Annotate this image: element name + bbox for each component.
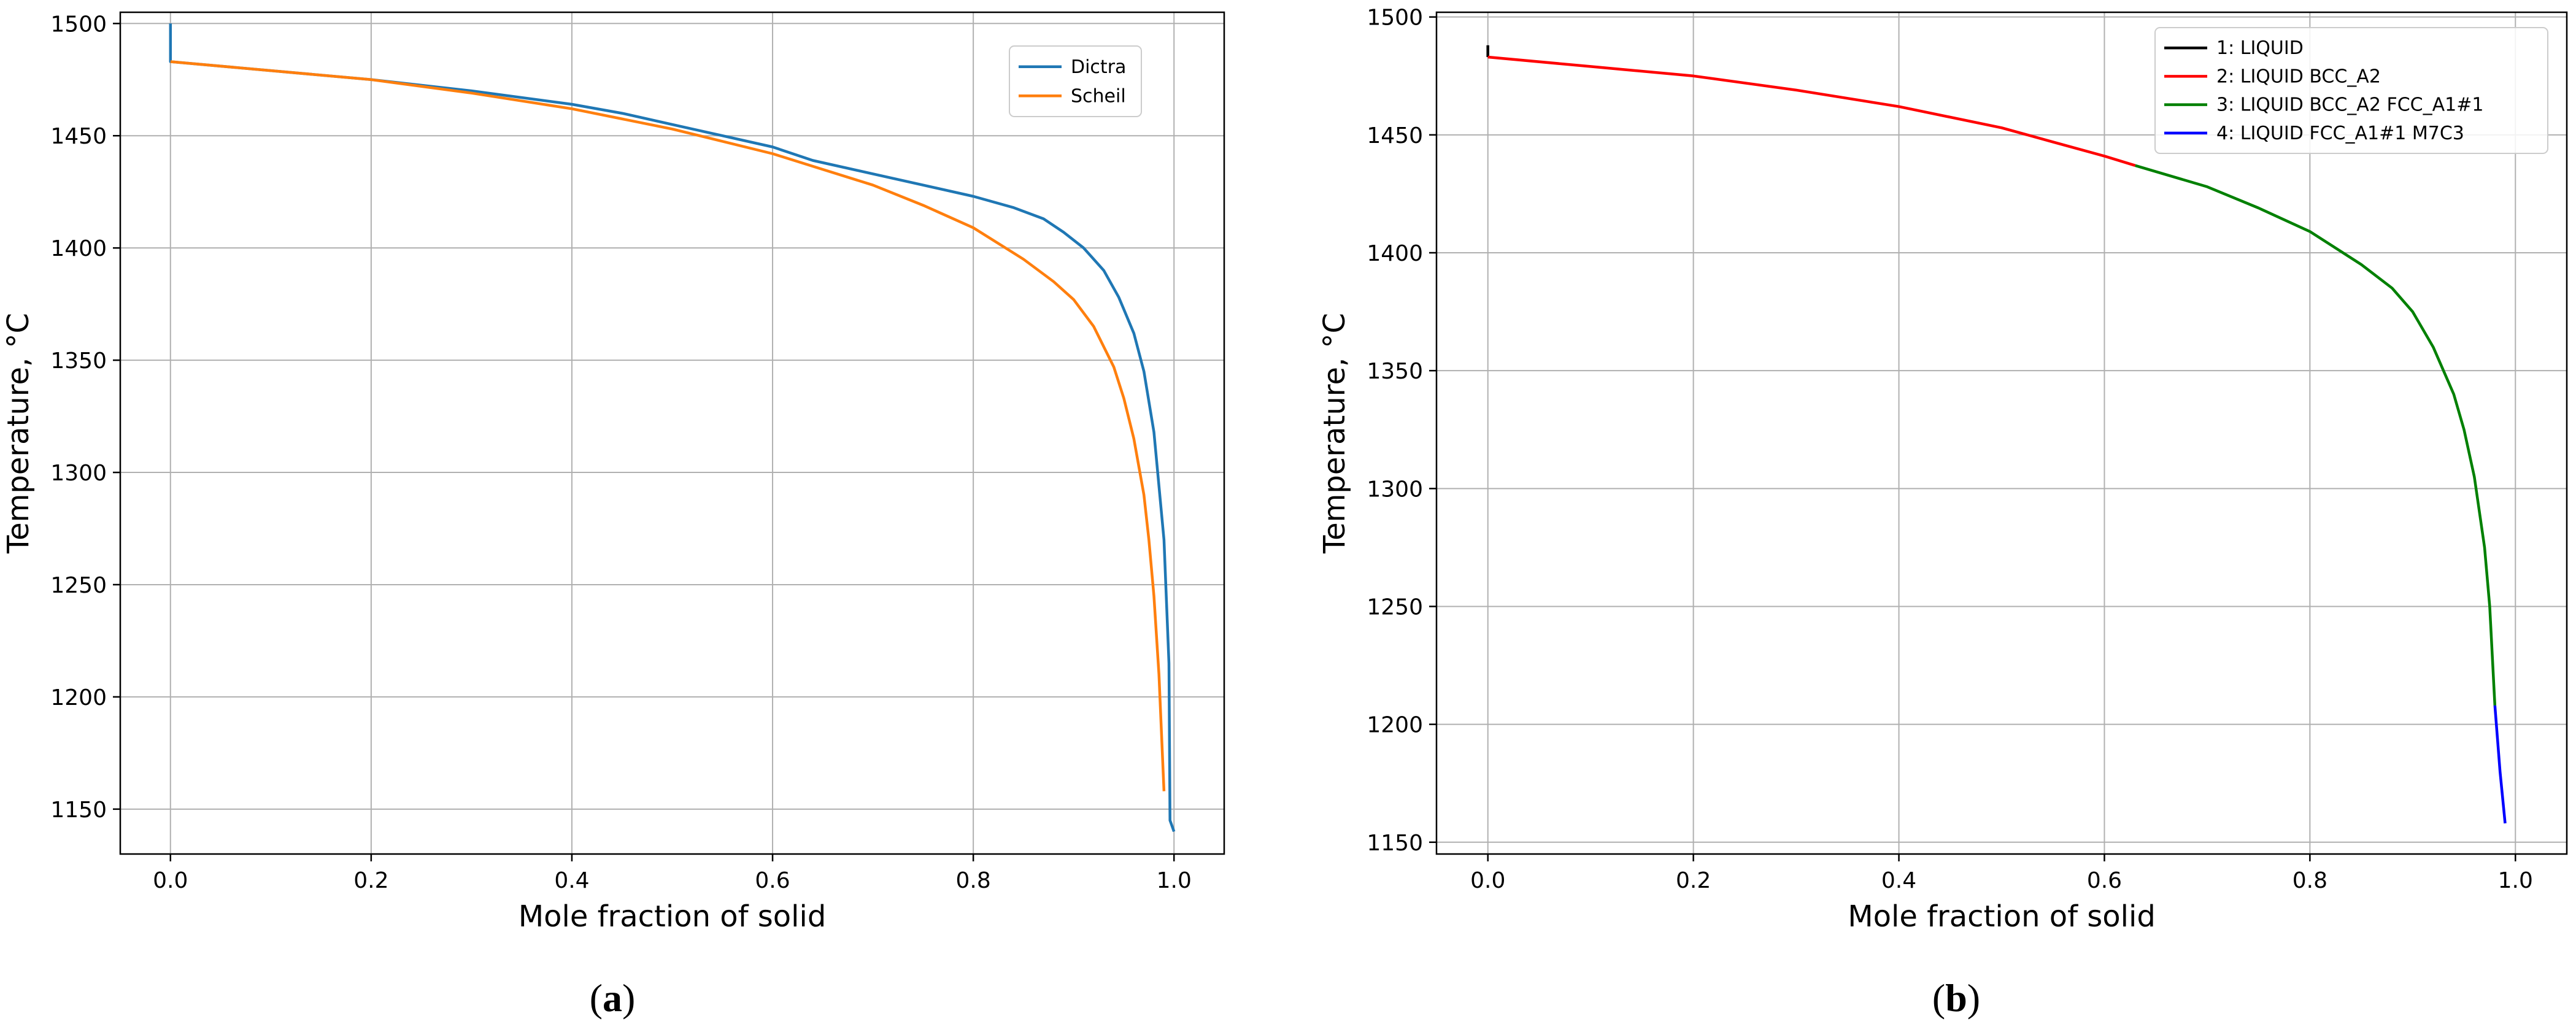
y-tick-label: 1500 [1367, 6, 1423, 31]
legend: 1: LIQUID 2: LIQUID BCC_A2 3: LIQUID BCC_A… [2154, 27, 2548, 154]
series-line-3-liquid-bcc-a2-fcc-a1-1 [2135, 164, 2497, 706]
y-tick-label: 1500 [50, 12, 107, 37]
x-tick-label: 0.6 [2087, 868, 2122, 893]
y-tick-label: 1250 [50, 573, 107, 598]
y-tick-label: 1400 [50, 236, 107, 261]
legend-box [1009, 45, 1142, 117]
plot-frame [119, 11, 1225, 855]
series-line-scheil [170, 60, 1166, 791]
series-line-dictra [169, 23, 1176, 833]
legend: Dictra Scheil [1009, 45, 1142, 117]
legend-entry: Scheil [1071, 85, 1126, 107]
series-line-2-liquid-bcc-a2 [1487, 55, 2136, 167]
x-tick-label: 0.4 [554, 868, 589, 893]
x-tick-label: 0.2 [353, 868, 388, 893]
legend-box [2154, 27, 2548, 154]
legend-entry: 1: LIQUID [2216, 37, 2304, 59]
y-tick-label: 1150 [50, 798, 107, 823]
y-axis-label: Temperature, °C [1, 313, 36, 554]
y-tick-label: 1400 [1367, 241, 1423, 266]
panel-letter: b [1945, 976, 1967, 1020]
legend-entry: 2: LIQUID BCC_A2 [2216, 66, 2381, 87]
x-tick-label: 0.0 [1470, 868, 1505, 893]
legend-entry: Dictra [1071, 56, 1126, 78]
y-tick-label: 1250 [1367, 594, 1423, 620]
x-tick-label: 1.0 [1157, 868, 1192, 893]
x-tick-label: 0.0 [153, 868, 188, 893]
y-tick-label: 1450 [1367, 123, 1423, 148]
legend-entry: 4: LIQUID FCC_A1#1 M7C3 [2216, 123, 2464, 144]
panel-label: (a) [590, 976, 636, 1020]
x-tick-label: 0.4 [1881, 868, 1916, 893]
y-tick-label: 1300 [50, 461, 107, 486]
chart-panel-a: 0.0 0.2 0.4 0.6 0.8 1.0 1150 1200 1250 1300 1350 14… [1, 11, 1225, 1020]
y-tick-label: 1350 [1367, 359, 1423, 384]
x-axis-label: Mole fraction of solid [519, 899, 827, 934]
panel-label: (b) [1932, 976, 1980, 1020]
y-tick-label: 1300 [1367, 477, 1423, 502]
y-axis-label: Temperature, °C [1317, 313, 1352, 554]
y-tick-label: 1200 [1367, 713, 1423, 738]
x-tick-label: 0.8 [956, 868, 991, 893]
x-axis-label: Mole fraction of solid [1848, 899, 2156, 934]
panel-letter: a [603, 976, 622, 1020]
x-tick-label: 0.2 [1676, 868, 1711, 893]
x-tick-label: 1.0 [2498, 868, 2533, 893]
y-tick-label: 1150 [1367, 831, 1423, 856]
series-line-4-liquid-fcc-a1-1-m7c3 [2493, 705, 2507, 824]
legend-entry: 3: LIQUID BCC_A2 FCC_A1#1 [2216, 94, 2483, 116]
y-tick-label: 1200 [50, 685, 107, 710]
y-tick-label: 1350 [50, 348, 107, 374]
x-tick-label: 0.6 [755, 868, 790, 893]
chart-panel-b: 0.0 0.2 0.4 0.6 0.8 1.0 1150 1200 1250 1300 1350 14… [1317, 6, 2568, 1020]
plot-frame [1435, 11, 2568, 855]
x-tick-label: 0.8 [2293, 868, 2327, 893]
y-tick-label: 1450 [50, 124, 107, 149]
